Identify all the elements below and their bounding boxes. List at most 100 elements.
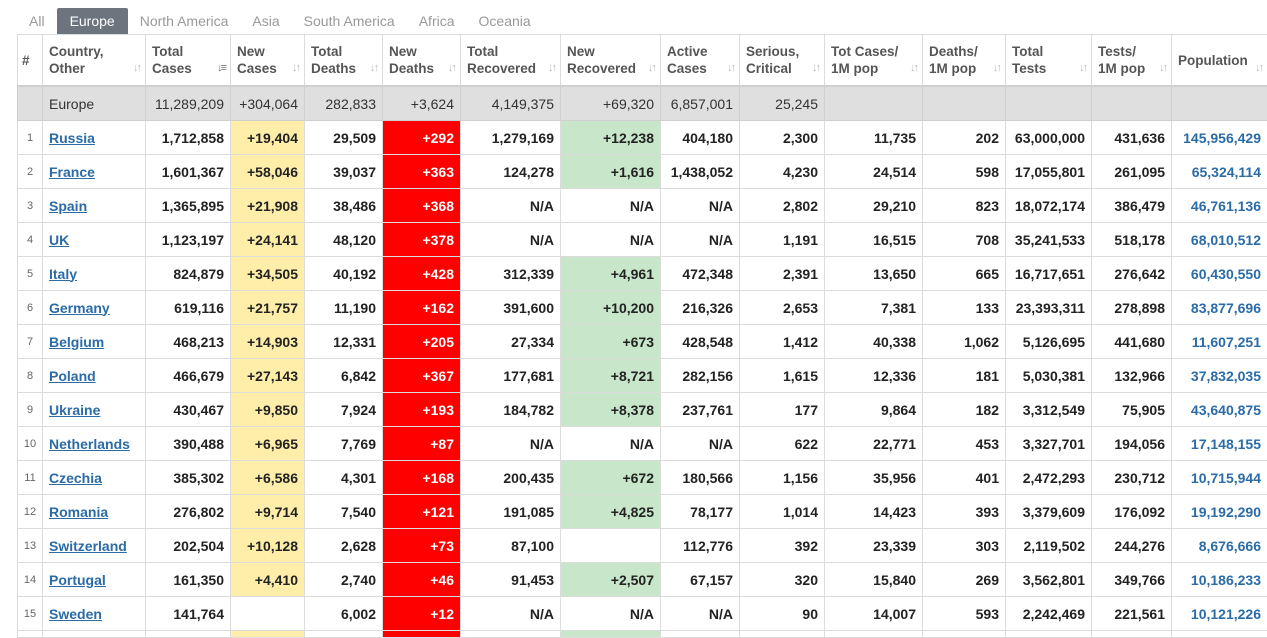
country-link[interactable]: Belgium — [49, 334, 104, 350]
cell-new-deaths: +363 — [383, 155, 461, 189]
sort-arrows-icon[interactable]: ↓↑ — [1159, 60, 1166, 77]
cell-tests-per-1m: 75,905 — [1092, 393, 1172, 427]
cell-new-cases: +24,141 — [231, 223, 305, 257]
population-link[interactable]: 65,324,114 — [1192, 164, 1261, 180]
population-link[interactable]: 10,715,944 — [1191, 470, 1261, 486]
sort-arrows-icon[interactable]: ↓↑ — [370, 60, 377, 77]
cell-new-deaths: +368 — [383, 189, 461, 223]
sort-arrows-icon[interactable]: ↓↑ — [548, 60, 555, 77]
sort-arrows-icon[interactable]: ↓↑ — [910, 60, 917, 77]
country-link[interactable]: Switzerland — [49, 538, 127, 554]
population-link[interactable]: 68,010,512 — [1191, 232, 1261, 248]
tab-europe[interactable]: Europe — [57, 8, 128, 34]
cell-country: Romania — [43, 495, 146, 529]
population-link[interactable]: 8,676,666 — [1199, 538, 1261, 554]
tab-asia[interactable]: Asia — [240, 8, 291, 34]
population-link[interactable]: 83,877,696 — [1191, 300, 1261, 316]
sort-arrows-icon[interactable]: ↓↑ — [292, 60, 299, 77]
country-link[interactable]: Russia — [49, 130, 95, 146]
country-link[interactable]: Romania — [49, 504, 108, 520]
col-header-tests-per-1m[interactable]: Tests/1M pop↓↑ — [1092, 35, 1172, 87]
sort-arrows-icon[interactable]: ↓≡ — [217, 60, 225, 77]
country-link[interactable]: Czechia — [49, 470, 102, 486]
col-header-country[interactable]: Country,Other↓↑ — [43, 35, 146, 87]
cell-deaths-per-1m — [923, 631, 1006, 638]
cell-deaths-per-1m: 182 — [923, 393, 1006, 427]
table-row-partial — [18, 631, 1267, 638]
sort-arrows-icon[interactable]: ↓↑ — [133, 60, 140, 77]
tab-north-america[interactable]: North America — [128, 8, 241, 34]
cell-new-deaths: +193 — [383, 393, 461, 427]
population-link[interactable]: 37,832,035 — [1191, 368, 1261, 384]
country-link[interactable]: Portugal — [49, 572, 106, 588]
cell-deaths-per-1m: 133 — [923, 291, 1006, 325]
country-link[interactable]: Poland — [49, 368, 96, 384]
country-link[interactable]: Italy — [49, 266, 77, 282]
population-link[interactable]: 10,121,226 — [1191, 606, 1261, 622]
cell-new-cases: +6,586 — [231, 461, 305, 495]
cell-rank: 2 — [18, 155, 43, 189]
cell-cases-per-1m: 16,515 — [825, 223, 923, 257]
col-header-population[interactable]: Population ↓↑ — [1172, 35, 1267, 87]
cell-deaths-per-1m: 202 — [923, 121, 1006, 155]
population-link[interactable]: 46,761,136 — [1191, 198, 1261, 214]
cell-serious-critical: 1,191 — [740, 223, 825, 257]
cell-cases-per-1m: 9,864 — [825, 393, 923, 427]
cell-cases-per-1m: 14,007 — [825, 597, 923, 631]
col-header-cases-per-1m[interactable]: Tot Cases/1M pop↓↑ — [825, 35, 923, 87]
cell-new-recovered: N/A — [561, 597, 661, 631]
col-header-deaths-per-1m[interactable]: Deaths/1M pop↓↑ — [923, 35, 1006, 87]
col-header-rank[interactable]: # — [18, 35, 43, 87]
sort-arrows-icon[interactable]: ↓↑ — [993, 60, 1000, 77]
col-header-serious-critical[interactable]: Serious,Critical↓↑ — [740, 35, 825, 87]
country-link[interactable]: Spain — [49, 198, 87, 214]
population-link[interactable]: 60,430,550 — [1191, 266, 1261, 282]
cell-serious-critical: 392 — [740, 529, 825, 563]
sort-arrows-icon[interactable]: ↓↑ — [648, 60, 655, 77]
cell-country: Belgium — [43, 325, 146, 359]
population-link[interactable]: 43,640,875 — [1191, 402, 1261, 418]
cell-total-recovered: 177,681 — [461, 359, 561, 393]
tab-south-america[interactable]: South America — [292, 8, 407, 34]
population-link[interactable]: 145,956,429 — [1183, 130, 1261, 146]
cell-total-tests: 2,472,293 — [1006, 461, 1092, 495]
cell-total-recovered: N/A — [461, 597, 561, 631]
population-link[interactable]: 19,192,290 — [1191, 504, 1261, 520]
country-link[interactable]: Netherlands — [49, 436, 130, 452]
sort-arrows-icon[interactable]: ↓↑ — [812, 60, 819, 77]
cell-deaths-per-1m: 1,062 — [923, 325, 1006, 359]
population-link[interactable]: 17,148,155 — [1191, 436, 1261, 452]
sort-arrows-icon[interactable]: ↓↑ — [1255, 60, 1262, 77]
country-link[interactable]: UK — [49, 232, 69, 248]
cell-new-cases: +10,128 — [231, 529, 305, 563]
cell-total-cases: 202,504 — [146, 529, 231, 563]
sort-arrows-icon[interactable]: ↓↑ — [727, 60, 734, 77]
country-link[interactable]: Sweden — [49, 606, 102, 622]
cell-new-deaths — [383, 631, 461, 638]
sort-arrows-icon[interactable]: ↓↑ — [1079, 60, 1086, 77]
population-link[interactable]: 11,607,251 — [1192, 334, 1261, 350]
cell-deaths-per-1m: 593 — [923, 597, 1006, 631]
country-link[interactable]: France — [49, 164, 95, 180]
tab-all[interactable]: All — [18, 8, 57, 34]
cell-total-deaths: 40,192 — [305, 257, 383, 291]
cell-tests-per-1m: 261,095 — [1092, 155, 1172, 189]
sort-arrows-icon[interactable]: ↓↑ — [448, 60, 455, 77]
country-link[interactable]: Germany — [49, 300, 110, 316]
tab-oceania[interactable]: Oceania — [467, 8, 543, 34]
tab-africa[interactable]: Africa — [407, 8, 467, 34]
col-header-label: Population — [1178, 53, 1248, 68]
population-link[interactable]: 10,186,233 — [1191, 572, 1261, 588]
country-link[interactable]: Ukraine — [49, 402, 100, 418]
